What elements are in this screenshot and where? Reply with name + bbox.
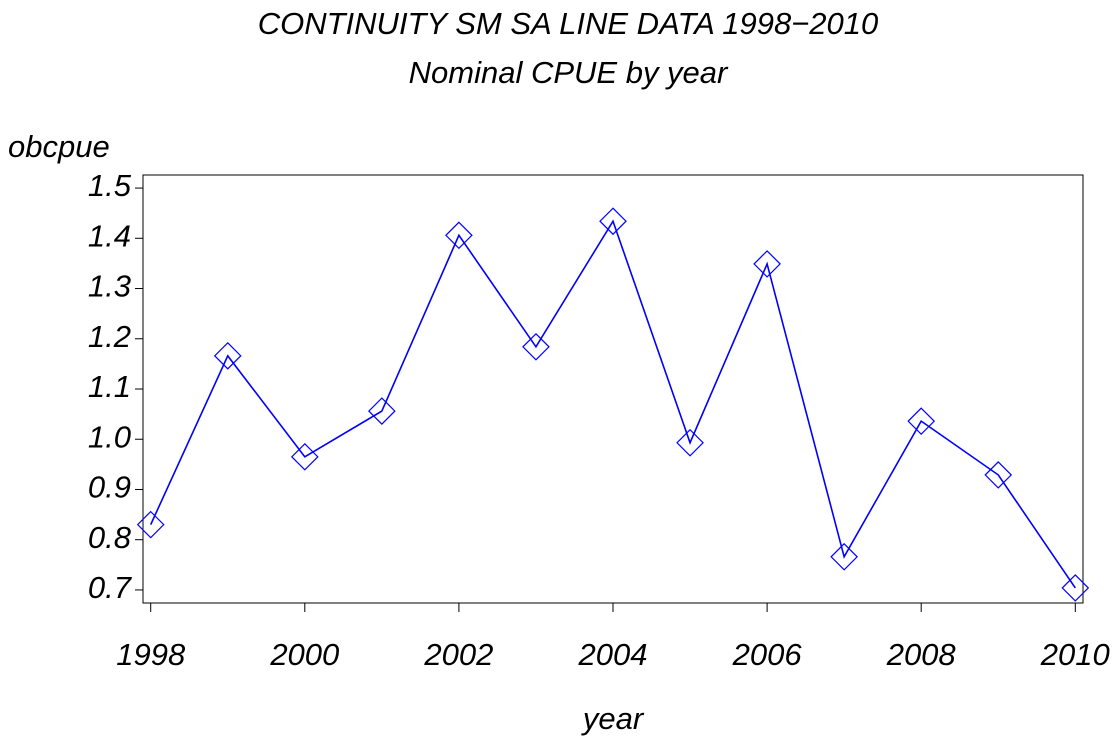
y-tick-label: 1.0 <box>88 419 131 454</box>
marker <box>522 332 550 361</box>
x-tick-label: 2004 <box>578 637 648 672</box>
y-tick-label: 0.9 <box>88 470 131 505</box>
y-tick-label: 1.3 <box>88 269 131 304</box>
x-tick-label: 1998 <box>116 637 186 672</box>
marker <box>368 397 396 425</box>
y-tick-label: 1.4 <box>88 218 131 253</box>
marker <box>136 510 165 539</box>
plot-frame <box>142 174 1084 604</box>
chart-title: CONTINUITY SM SA LINE DATA 1998−2010 <box>258 6 879 41</box>
x-axis-label: year <box>581 701 645 736</box>
y-tick-label: 1.1 <box>88 369 131 404</box>
marker <box>676 428 704 457</box>
marker <box>753 250 781 278</box>
marker <box>599 207 627 236</box>
marker <box>1061 574 1090 602</box>
marker <box>907 407 936 435</box>
y-tick-label: 1.2 <box>88 319 131 354</box>
series-line <box>149 219 1076 589</box>
x-tick-label: 2002 <box>423 637 493 672</box>
marker <box>830 542 858 571</box>
y-axis-label: obcpue <box>8 129 110 164</box>
marker <box>213 341 242 370</box>
y-tick-label: 0.7 <box>88 570 133 605</box>
marker <box>445 221 473 250</box>
x-tick-label: 2010 <box>1040 637 1110 672</box>
chart-subtitle: Nominal CPUE by year <box>409 55 729 90</box>
marker <box>290 442 319 471</box>
x-tick-label: 2000 <box>269 637 339 672</box>
y-tick-label: 0.8 <box>88 520 132 555</box>
y-tick-label: 1.5 <box>88 168 132 203</box>
x-tick-label: 2008 <box>886 637 957 672</box>
marker <box>984 461 1013 489</box>
x-tick-label: 2006 <box>732 637 803 672</box>
